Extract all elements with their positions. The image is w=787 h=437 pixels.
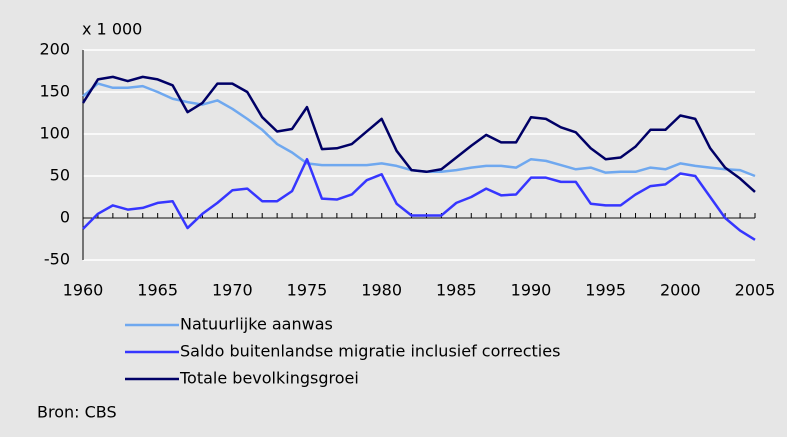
series-line [81, 75, 756, 193]
legend-label: Saldo buitenlandse migratie inclusief co… [180, 342, 560, 361]
y-tick-label: 50 [50, 166, 70, 185]
legend-label: Natuurlijke aanwas [180, 315, 333, 334]
x-tick-label: 2005 [735, 281, 776, 300]
y-tick-label: 150 [39, 82, 70, 101]
x-tick-label: 1965 [137, 281, 178, 300]
x-tick-label: 1970 [212, 281, 253, 300]
series-line [82, 157, 756, 241]
x-tick-label: 1975 [287, 281, 328, 300]
y-tick-label: 200 [39, 40, 70, 59]
x-tick-label: 2000 [660, 281, 701, 300]
y-tick-label: 0 [60, 208, 70, 227]
y-tick-label: 100 [39, 124, 70, 143]
source: Bron: CBS [37, 403, 117, 422]
x-tick-label: 1980 [361, 281, 402, 300]
unit-label: x 1 000 [82, 20, 142, 39]
x-tick-label: 1990 [511, 281, 552, 300]
x-tick-label: 1995 [585, 281, 626, 300]
x-tick-label: 1960 [63, 281, 104, 300]
legend-label: Totale bevolkingsgroei [179, 369, 359, 388]
y-tick-label: -50 [44, 250, 70, 269]
x-tick-label: 1985 [436, 281, 477, 300]
